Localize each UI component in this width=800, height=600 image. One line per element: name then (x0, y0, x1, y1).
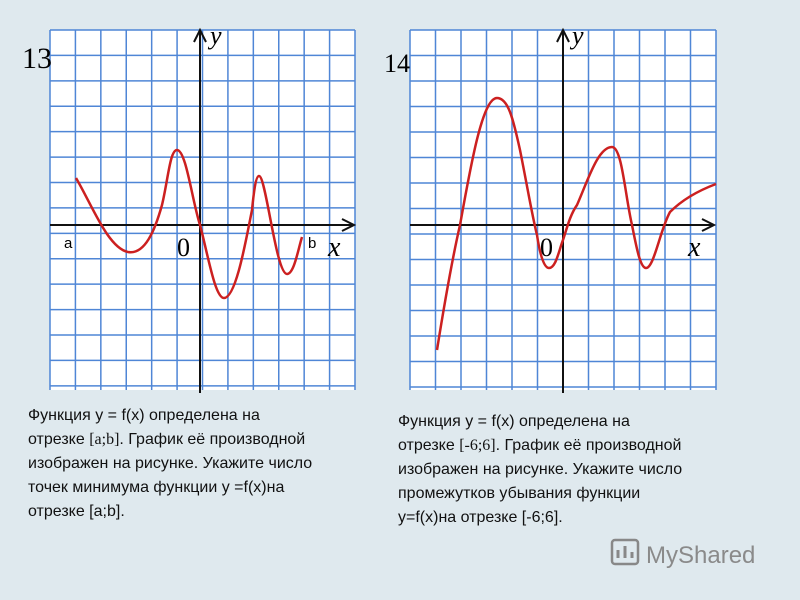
x-arrow (341, 218, 357, 232)
a-label: a (64, 235, 73, 252)
problem-line: точек минимума функции y =f(x)на (28, 479, 284, 496)
text-part: . График её производной (496, 437, 682, 454)
y-label: y (569, 21, 584, 50)
derivative-curve-1 (74, 148, 304, 300)
problem-line: y=f(x)на отрезке [-6;6]. (398, 509, 563, 526)
text-part: отрезке (28, 431, 89, 448)
y-label: y (207, 21, 222, 50)
text-part: Функция y = f(x) определена на (28, 407, 260, 424)
problem-line: Функция y = f(x) определена на (398, 413, 630, 430)
problem-number: 13 (22, 42, 52, 75)
y-arrow (556, 27, 570, 43)
problem-line: отрезке [a;b]. (28, 503, 125, 520)
problem-line: промежутков убывания функции (398, 485, 640, 502)
text-part: y=f(x)на отрезке [-6;6]. (398, 509, 563, 526)
origin-label: 0 (177, 233, 190, 262)
problem-texts: Функция y = f(x) определена на отрезке [a… (28, 407, 682, 526)
text-part: [a;b] (89, 431, 119, 448)
derivative-curve-2 (435, 96, 717, 351)
problem-line: Функция y = f(x) определена на (28, 407, 260, 424)
problem-line: отрезке [a;b]. График её производной (28, 431, 305, 448)
text-part: изображен на рисунке. Укажите число (398, 461, 682, 478)
b-label: b (308, 235, 316, 252)
watermark: MyShared (610, 538, 755, 569)
x-label: x (327, 232, 341, 263)
text-part: Функция y = f(x) определена на (398, 413, 630, 430)
text-part: отрезке [a;b]. (28, 503, 125, 520)
y-arrow (193, 27, 207, 43)
text-part: изображен на рисунке. Укажите число (28, 455, 312, 472)
watermark-text: MyShared (646, 542, 755, 569)
x-arrow (701, 218, 717, 232)
text-part: . График её производной (119, 431, 305, 448)
x-label: x (687, 232, 701, 263)
watermark-icon (610, 538, 640, 566)
text-part: промежутков убывания функции (398, 485, 640, 502)
origin-label: 0 (540, 233, 553, 262)
problem-line: отрезке [-6;6]. График её производной (398, 437, 681, 454)
problem-line: изображен на рисунке. Укажите число (398, 461, 682, 478)
text-part: [-6;6] (459, 437, 495, 454)
grid-1 (49, 29, 356, 390)
text-part: точек минимума функции y =f(x)на (28, 479, 284, 496)
text-part: отрезке (398, 437, 459, 454)
problem-line: изображен на рисунке. Укажите число (28, 455, 312, 472)
problem-number: 14 (384, 49, 410, 78)
